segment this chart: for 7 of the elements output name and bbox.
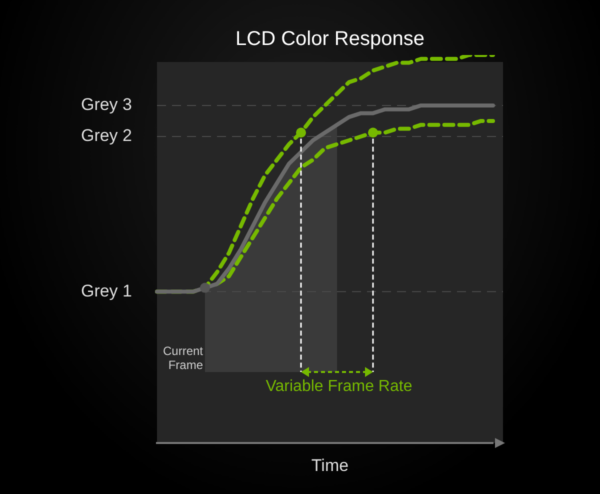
ref-line-label: Grey 2 (80, 126, 132, 146)
annotation: Variable Frame Rate (264, 377, 414, 397)
x-axis-title: Time (310, 456, 350, 476)
ref-line-label: Grey 1 (80, 281, 132, 300)
annotation: Current Frame (162, 344, 203, 372)
ref-line-label: Grey 3 (80, 95, 132, 114)
chart-title: LCD Color Response (234, 28, 426, 51)
